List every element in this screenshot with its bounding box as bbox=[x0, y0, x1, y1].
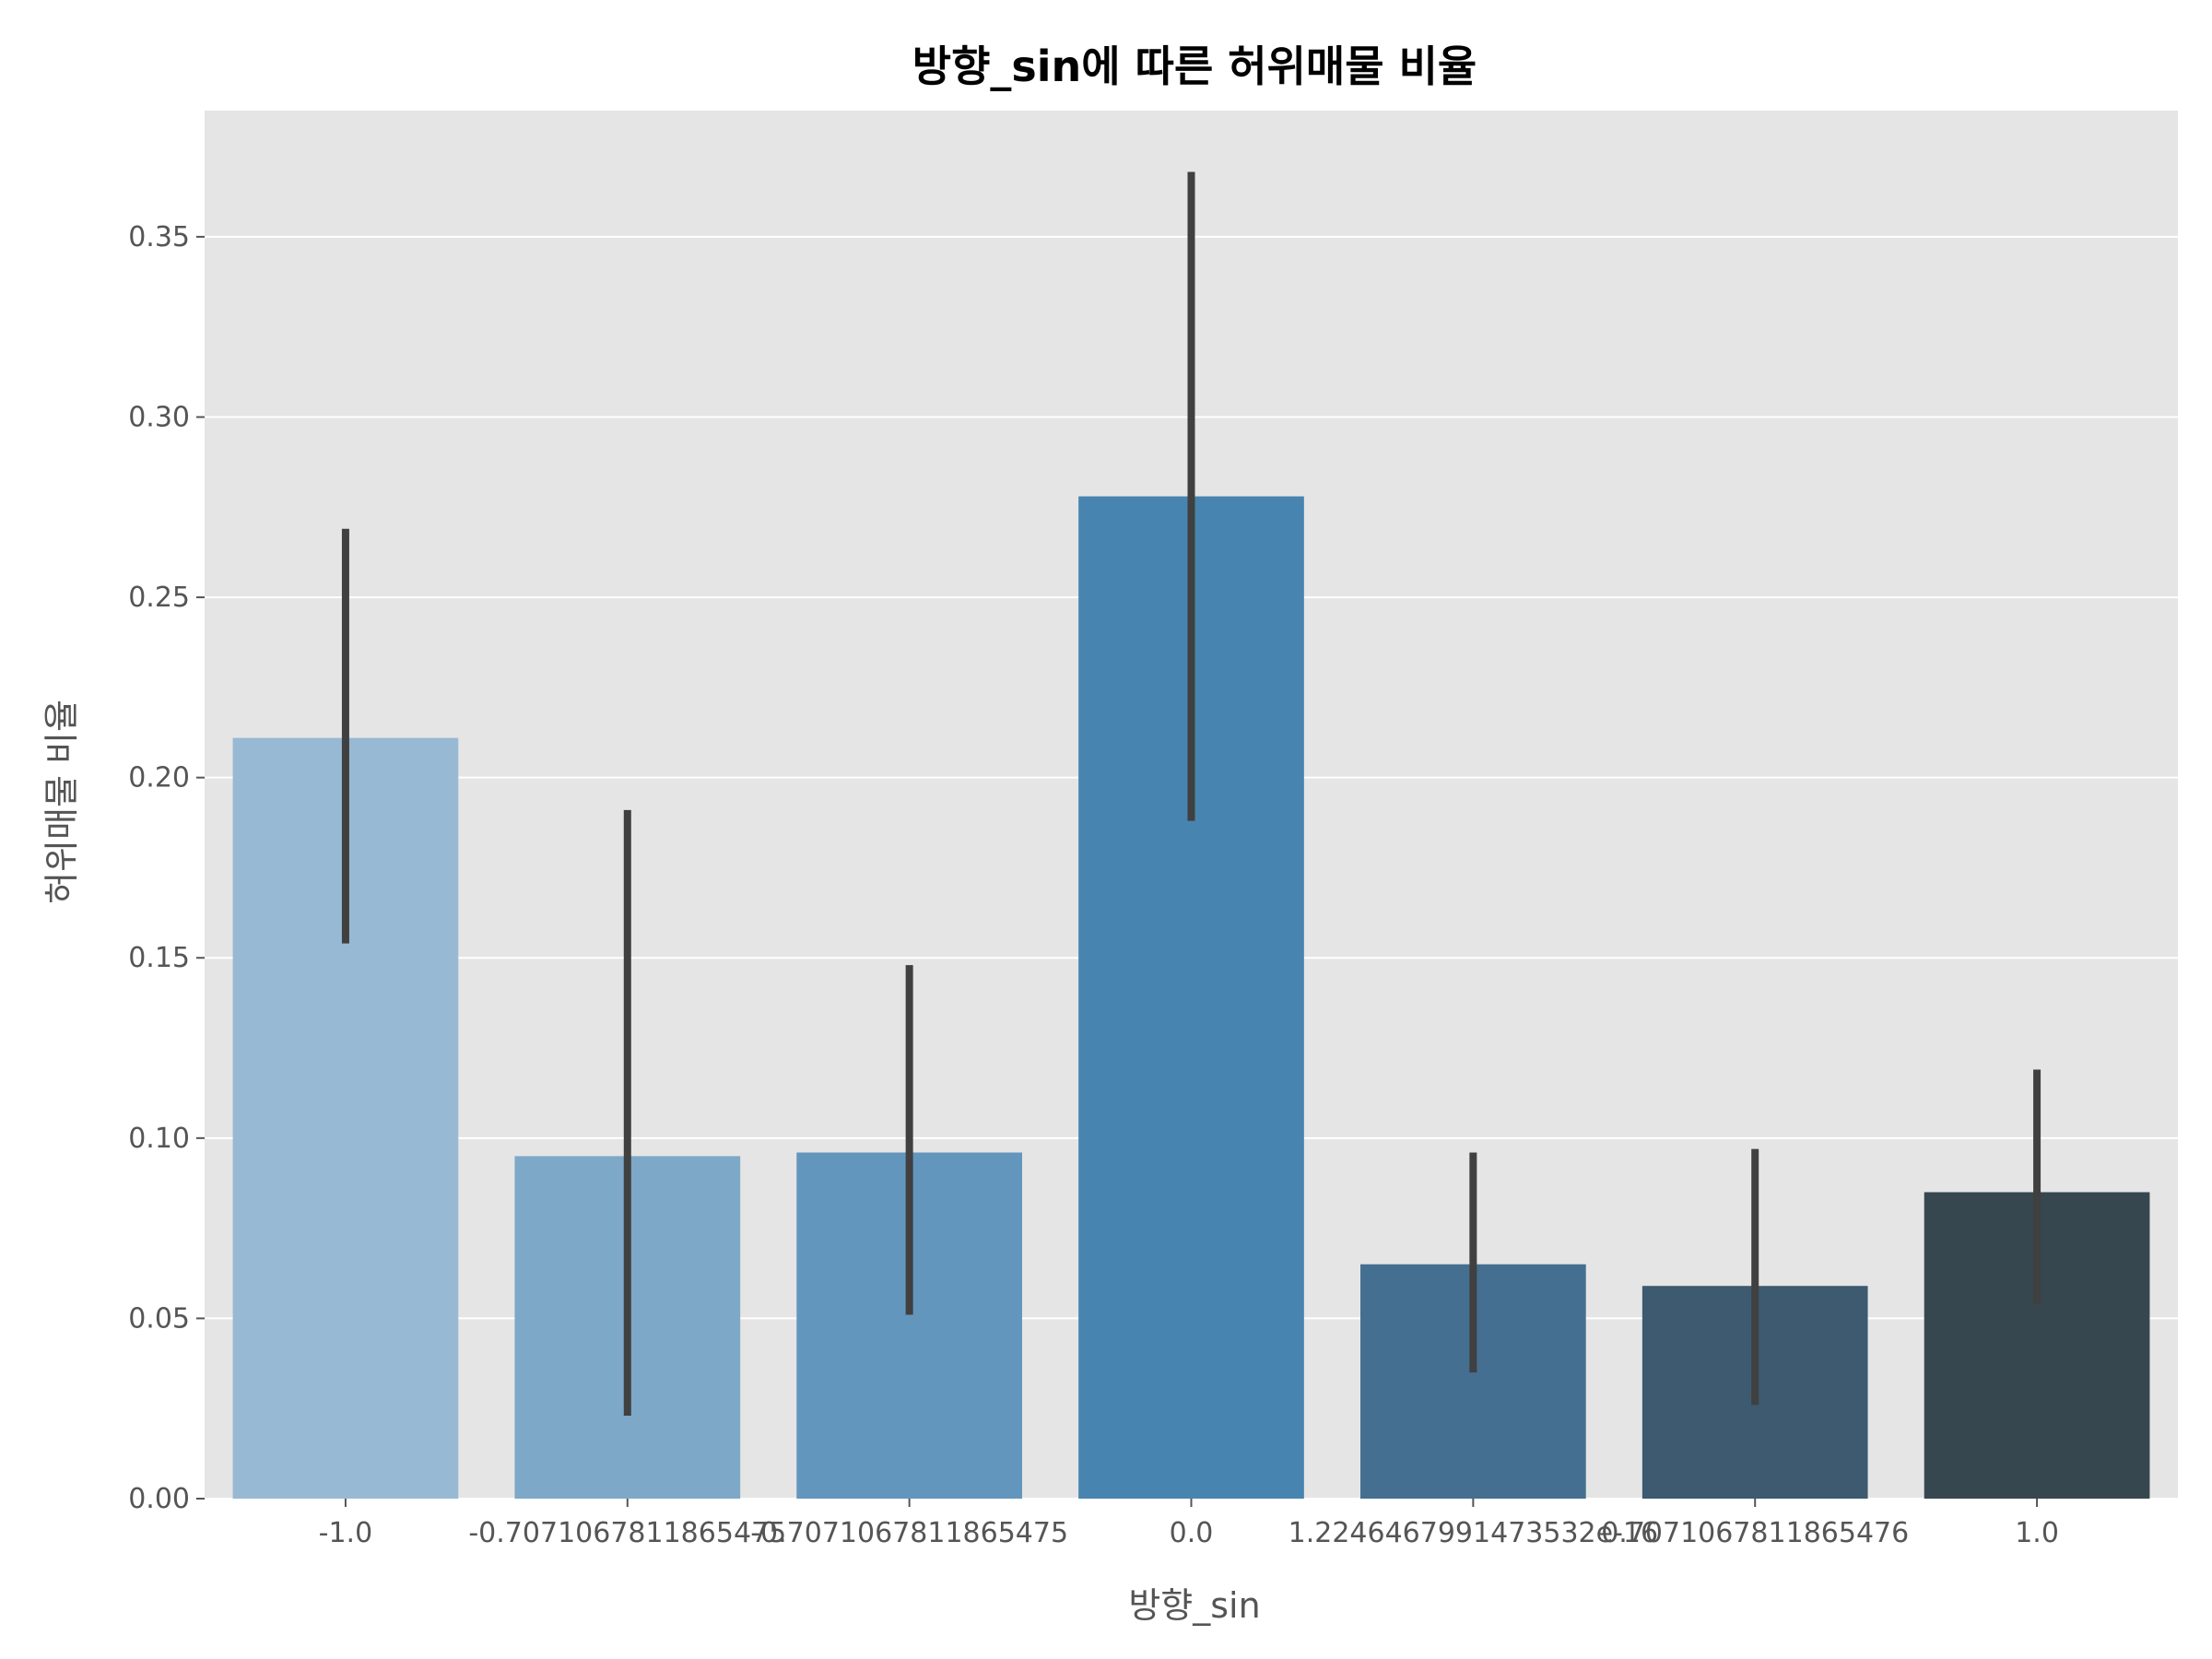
x-tick-label: 1.2246467991473532e-16 bbox=[1288, 1517, 1658, 1549]
y-tick-label: 0.10 bbox=[128, 1123, 190, 1155]
bars bbox=[232, 496, 2150, 1499]
x-tick-label: 0.0 bbox=[1170, 1517, 1214, 1549]
x-axis-label: 방향_sin bbox=[1128, 1585, 1260, 1626]
y-tick-label: 0.30 bbox=[128, 401, 190, 433]
y-axis: 0.00 0.05 0.10 0.15 0.20 0.25 0.30 0.35 bbox=[128, 221, 205, 1515]
error-bars bbox=[341, 171, 2041, 1417]
y-tick-label: 0.00 bbox=[128, 1483, 190, 1515]
y-tick-label: 0.35 bbox=[128, 221, 190, 253]
y-axis-label: 허위매물 비율 bbox=[41, 700, 82, 904]
x-tick-label: 1.0 bbox=[2015, 1517, 2059, 1549]
x-tick-label: -0.7071067811865475 bbox=[468, 1517, 786, 1549]
x-axis: -1.0 -0.7071067811865475-0.70710678118654… bbox=[319, 1499, 2059, 1549]
x-tick-label: -1.0 bbox=[319, 1517, 373, 1549]
y-tick-label: 0.25 bbox=[128, 582, 190, 614]
y-tick-label: 0.20 bbox=[128, 762, 190, 794]
y-tick-label: 0.05 bbox=[128, 1302, 190, 1335]
y-tick-label: 0.15 bbox=[128, 942, 190, 974]
x-tick-label: 0.7071067811865476 bbox=[1601, 1517, 1909, 1549]
chart-title: 방향_sin에 따른 허위매물 비율 bbox=[912, 41, 1477, 91]
x-tick-label: -0.7071067811865475 bbox=[750, 1517, 1068, 1549]
